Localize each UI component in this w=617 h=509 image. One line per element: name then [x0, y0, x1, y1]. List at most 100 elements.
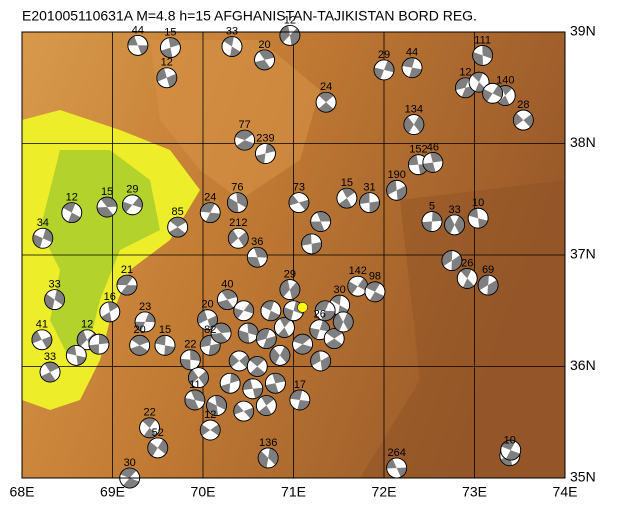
- ball-quadrant: [462, 278, 475, 289]
- mountains: [360, 180, 565, 478]
- ball-quadrant: [243, 407, 254, 419]
- ball-quadrant: [403, 116, 414, 134]
- depth-label: 24: [204, 192, 216, 204]
- y-tick-label: 35N: [570, 469, 596, 485]
- ball-quadrant: [238, 231, 249, 247]
- depth-label: 73: [293, 182, 305, 194]
- ball-edge: [167, 216, 189, 238]
- ball-quadrant: [255, 153, 266, 164]
- beachball: [310, 350, 332, 372]
- beachball: [233, 300, 255, 322]
- ball-quadrant: [318, 92, 334, 103]
- ball-edge: [134, 311, 156, 333]
- beachball: [364, 281, 386, 303]
- ball-edge: [332, 311, 354, 333]
- depth-label: 12: [284, 14, 296, 26]
- depth-label: 41: [36, 319, 48, 331]
- ball-quadrant: [88, 344, 99, 355]
- beachball: [116, 274, 138, 296]
- ball-edge: [301, 233, 323, 255]
- depth-label: 30: [124, 457, 136, 469]
- ball-quadrant: [123, 478, 140, 488]
- ball-edge: [421, 211, 443, 232]
- depth-label: 140: [496, 74, 514, 86]
- beachball: [210, 322, 232, 344]
- ball-quadrant: [210, 424, 221, 436]
- beachball: [160, 37, 181, 59]
- beachball: [421, 211, 443, 232]
- beachball: [257, 447, 279, 469]
- beachball: [255, 143, 276, 164]
- ball-quadrant: [236, 192, 248, 208]
- ball-quadrant: [214, 323, 232, 334]
- ball-quadrant: [288, 194, 299, 206]
- beachball: [472, 45, 494, 66]
- beachball: [61, 202, 83, 224]
- ball-quadrant: [227, 197, 239, 213]
- ball-quadrant: [347, 281, 358, 295]
- depth-label: 11: [189, 379, 200, 391]
- ball-quadrant: [122, 201, 133, 213]
- ball-edge: [500, 439, 522, 461]
- beachball: [129, 334, 151, 356]
- beachball: [226, 192, 248, 213]
- depth-label: 15: [164, 27, 176, 39]
- depth-label: 5: [429, 200, 435, 212]
- beachball: [403, 114, 425, 135]
- beachball: [332, 311, 354, 333]
- ball-quadrant: [254, 59, 271, 70]
- beachball: [310, 211, 332, 232]
- beachball: [147, 437, 169, 459]
- depth-label: 15: [341, 177, 353, 189]
- x-tick-label: 69E: [100, 484, 125, 500]
- ball-edge: [219, 372, 241, 394]
- ball-edge: [246, 356, 268, 377]
- ball-quadrant: [267, 310, 280, 321]
- ball-quadrant: [147, 441, 158, 457]
- depth-label: 17: [294, 379, 306, 391]
- ball-edge: [32, 227, 54, 249]
- ball-quadrant: [168, 37, 180, 48]
- ball-edge: [467, 207, 489, 229]
- depth-label: 21: [121, 264, 133, 276]
- ball-quadrant: [409, 67, 422, 78]
- depth-label: 111: [474, 34, 491, 46]
- ball-quadrant: [422, 162, 436, 173]
- depth-label: 44: [406, 47, 418, 59]
- x-tick-label: 73E: [462, 484, 487, 500]
- beachball: [289, 389, 311, 411]
- depth-label: 264: [387, 447, 405, 459]
- ball-quadrant: [265, 143, 276, 154]
- ball-quadrant: [325, 338, 343, 349]
- ball-quadrant: [220, 383, 231, 394]
- ball-quadrant: [311, 241, 322, 254]
- ball-quadrant: [369, 291, 385, 302]
- ball-edge: [217, 289, 238, 311]
- ball-edge: [310, 211, 332, 232]
- ball-edge: [315, 91, 337, 113]
- ball-edge: [403, 114, 425, 135]
- ball-quadrant: [239, 354, 250, 368]
- ball-edge: [468, 71, 490, 93]
- ball-quadrant: [101, 311, 112, 322]
- ball-quadrant: [68, 212, 81, 223]
- ball-edge: [401, 57, 423, 79]
- ball-edge: [422, 152, 444, 173]
- ball-edge: [373, 59, 395, 81]
- ball-edge: [206, 395, 227, 416]
- ball-quadrant: [268, 448, 279, 465]
- depth-label: 15: [101, 186, 113, 198]
- ball-edge: [122, 194, 143, 216]
- ball-edge: [39, 361, 61, 383]
- ball-quadrant: [188, 369, 199, 385]
- ball-quadrant: [365, 281, 381, 292]
- ball-edge: [199, 334, 221, 356]
- ball-edge: [147, 437, 169, 459]
- beachball: [221, 36, 243, 57]
- ball-quadrant: [233, 308, 244, 319]
- beachball: [242, 378, 264, 400]
- frame: [21, 31, 566, 479]
- ball-quadrant: [369, 201, 380, 213]
- depth-label: 69: [482, 264, 494, 276]
